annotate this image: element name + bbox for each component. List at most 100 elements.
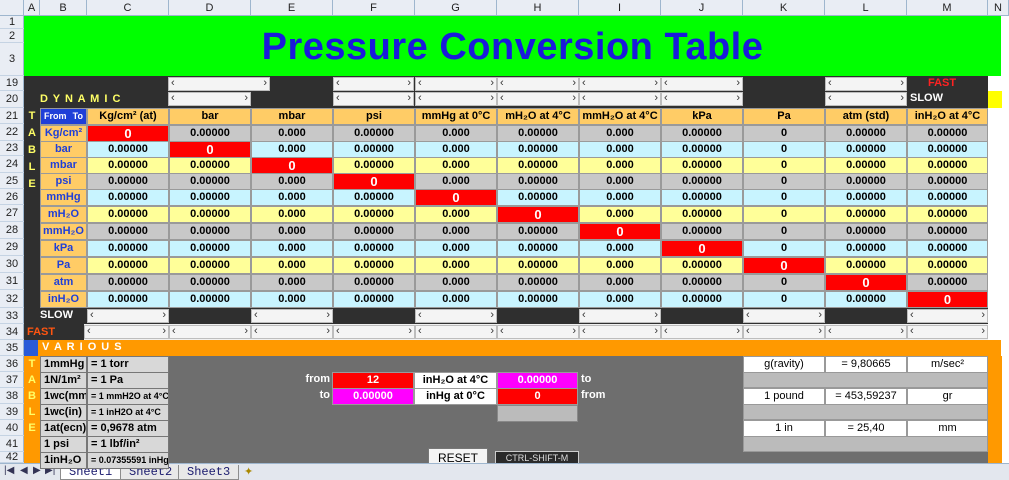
input-cell[interactable]: 0 — [415, 189, 497, 206]
column-header[interactable]: E — [251, 0, 333, 16]
horizontal-scrollbar[interactable]: ‹ › — [87, 309, 169, 323]
row-header[interactable]: 33 — [0, 308, 24, 324]
tab-scroll-next-icon[interactable]: ▶ — [33, 465, 41, 476]
tab-scroll-prev-icon[interactable]: ◀ — [20, 465, 28, 476]
column-header[interactable]: N — [988, 0, 1009, 16]
horizontal-scrollbar[interactable]: ‹ › — [907, 309, 988, 323]
row-header[interactable]: 38 — [0, 388, 24, 404]
horizontal-scrollbar[interactable]: ‹ › — [415, 309, 497, 323]
horizontal-scrollbar[interactable]: ‹ › — [907, 325, 988, 339]
column-header[interactable]: D — [169, 0, 251, 16]
row-header[interactable]: 35 — [0, 340, 24, 356]
row-header[interactable]: 31 — [0, 273, 24, 290]
column-header[interactable]: F — [333, 0, 415, 16]
constant-cell: 1 in — [743, 420, 825, 437]
horizontal-scrollbar[interactable]: ‹ › — [168, 92, 251, 106]
row-header[interactable]: 30 — [0, 256, 24, 273]
row-header[interactable]: 28 — [0, 222, 24, 239]
horizontal-scrollbar[interactable]: ‹ › — [497, 77, 579, 91]
row-header[interactable]: 1 — [0, 16, 24, 29]
horizontal-scrollbar[interactable]: ‹ › — [251, 309, 333, 323]
row-header[interactable]: 27 — [0, 205, 24, 222]
tab-scroll-first-icon[interactable]: |◀ — [4, 465, 15, 476]
horizontal-scrollbar[interactable]: ‹ › — [661, 92, 743, 106]
row-header[interactable]: 23 — [0, 141, 24, 156]
equivalence-value: = 1 inH2O at 4°C — [87, 404, 169, 421]
horizontal-scrollbar[interactable]: ‹ › — [497, 325, 579, 339]
to-value-input[interactable]: 0 — [497, 388, 578, 405]
horizontal-scrollbar[interactable]: ‹ › — [168, 77, 270, 91]
horizontal-scrollbar[interactable]: ‹ › — [579, 309, 661, 323]
column-header[interactable]: A — [24, 0, 40, 16]
horizontal-scrollbar[interactable]: ‹ › — [333, 325, 415, 339]
horizontal-scrollbar[interactable]: ‹ › — [251, 325, 333, 339]
input-cell[interactable]: 0 — [825, 274, 907, 291]
row-header[interactable]: 20 — [0, 91, 24, 108]
horizontal-scrollbar[interactable]: ‹ › — [661, 325, 743, 339]
value-cell: 0.000 — [415, 173, 497, 190]
horizontal-scrollbar[interactable]: ‹ › — [333, 92, 414, 106]
to-unit-select[interactable]: inHg at 0°C — [414, 388, 497, 405]
row-header[interactable]: 19 — [0, 76, 24, 91]
row-header[interactable]: 41 — [0, 436, 24, 452]
input-cell[interactable]: 0 — [743, 257, 825, 274]
horizontal-scrollbar[interactable]: ‹ › — [497, 92, 579, 106]
input-cell[interactable]: 0 — [169, 141, 251, 158]
horizontal-scrollbar[interactable]: ‹ › — [743, 309, 825, 323]
horizontal-scrollbar[interactable]: ‹ › — [415, 77, 497, 91]
input-cell[interactable]: 0 — [907, 291, 988, 308]
row-header[interactable]: 29 — [0, 239, 24, 256]
row-header[interactable]: 2 — [0, 29, 24, 43]
row-header[interactable]: 36 — [0, 356, 24, 372]
row-header[interactable]: 24 — [0, 156, 24, 173]
tab-sheet3[interactable]: Sheet3 — [178, 465, 240, 480]
column-header[interactable]: B — [40, 0, 87, 16]
reset-button[interactable]: RESET — [428, 448, 488, 466]
row-header[interactable]: 22 — [0, 124, 24, 141]
from-value-input[interactable]: 12 — [332, 372, 414, 389]
to-label: to — [319, 389, 330, 401]
horizontal-scrollbar[interactable]: ‹ › — [333, 77, 414, 91]
row-header[interactable]: 32 — [0, 290, 24, 308]
horizontal-scrollbar[interactable]: ‹ › — [579, 325, 661, 339]
row-header[interactable]: 40 — [0, 420, 24, 436]
column-header[interactable]: J — [661, 0, 743, 16]
column-header[interactable]: K — [743, 0, 825, 16]
tab-scroll-last-icon[interactable]: ▶| — [45, 465, 56, 476]
input-cell[interactable]: 0 — [497, 206, 579, 223]
column-header[interactable]: H — [497, 0, 579, 16]
row-header[interactable]: 25 — [0, 173, 24, 189]
horizontal-scrollbar[interactable]: ‹ › — [579, 77, 661, 91]
row-header[interactable]: 39 — [0, 404, 24, 420]
row-header[interactable]: 21 — [0, 108, 24, 124]
input-cell[interactable]: 0 — [579, 223, 661, 240]
column-header[interactable]: I — [579, 0, 661, 16]
horizontal-scrollbar[interactable]: ‹ › — [743, 325, 825, 339]
row-header[interactable]: 42 — [0, 452, 24, 463]
from-unit-select[interactable]: inH₂O at 4°C — [414, 372, 497, 389]
column-header[interactable]: C — [87, 0, 169, 16]
horizontal-scrollbar[interactable]: ‹ › — [415, 325, 497, 339]
column-header[interactable]: M — [907, 0, 988, 16]
row-header[interactable]: 37 — [0, 372, 24, 388]
input-cell[interactable]: 0 — [251, 157, 333, 174]
row-header[interactable]: 26 — [0, 189, 24, 205]
column-header[interactable]: G — [415, 0, 497, 16]
horizontal-scrollbar[interactable]: ‹ › — [169, 325, 251, 339]
horizontal-scrollbar[interactable]: ‹ › — [579, 92, 661, 106]
horizontal-scrollbar[interactable]: ‹ › — [415, 92, 497, 106]
insert-sheet-icon[interactable]: ✦ — [244, 466, 254, 478]
row-header[interactable]: 34 — [0, 324, 24, 340]
horizontal-scrollbar[interactable]: ‹ › — [825, 325, 907, 339]
horizontal-scrollbar[interactable]: ‹ › — [661, 77, 743, 91]
value-cell: 0.000 — [579, 274, 661, 291]
horizontal-scrollbar[interactable]: ‹ › — [825, 92, 907, 106]
row-header[interactable]: 3 — [0, 43, 24, 76]
input-cell[interactable]: 0 — [87, 125, 169, 142]
input-cell[interactable]: 0 — [661, 240, 743, 257]
input-cell[interactable]: 0 — [333, 173, 415, 190]
horizontal-scrollbar[interactable]: ‹ › — [84, 325, 169, 339]
horizontal-scrollbar[interactable]: ‹ › — [825, 77, 907, 91]
column-header[interactable]: L — [825, 0, 907, 16]
column-header[interactable] — [0, 0, 24, 16]
